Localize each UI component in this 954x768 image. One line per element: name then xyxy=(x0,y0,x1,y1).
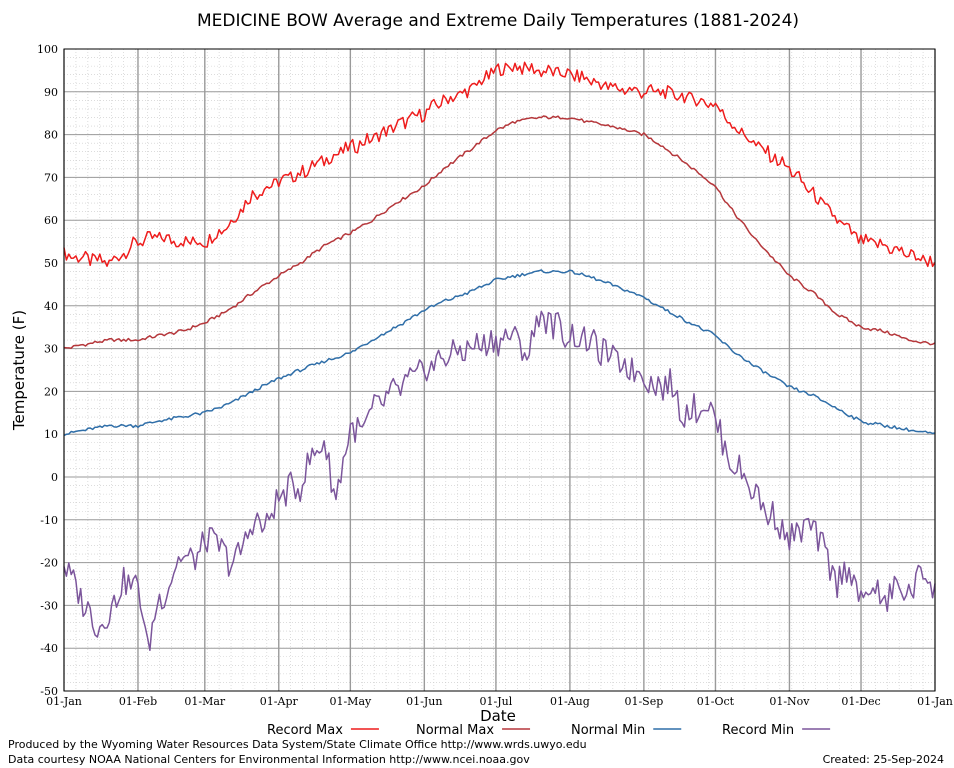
series-line-record-max xyxy=(63,61,936,268)
legend-label: Record Max xyxy=(267,723,343,738)
x-tick-label: 01-May xyxy=(329,695,372,708)
series-layer xyxy=(63,61,936,652)
series-line-normal-min xyxy=(63,269,936,437)
x-tick-label: 01-Sep xyxy=(624,695,663,708)
y-tick-label: 70 xyxy=(44,171,58,184)
series-line-record-min xyxy=(63,310,936,652)
y-tick-label: -20 xyxy=(40,557,58,570)
y-tick-label: 40 xyxy=(44,300,58,313)
x-tick-label: 01-Jan xyxy=(917,695,953,708)
y-tick-label: 30 xyxy=(44,343,58,356)
plot-area xyxy=(64,49,935,691)
y-tick-label: 60 xyxy=(44,214,58,227)
y-axis-title: Temperature (F) xyxy=(10,310,28,431)
x-axis-ticks: 01-Jan 01-Feb 01-Mar 01-Apr 01-May 01-Jun 01-J… xyxy=(46,695,953,708)
legend-label: Normal Min xyxy=(571,723,645,738)
series-line-normal-max xyxy=(63,115,936,349)
x-tick-label: 01-Jun xyxy=(406,695,442,708)
y-tick-label: 10 xyxy=(44,428,58,441)
y-tick-label: -50 xyxy=(40,685,58,698)
y-tick-label: 90 xyxy=(44,86,58,99)
x-tick-label: 01-Aug xyxy=(550,695,590,708)
y-tick-label: -40 xyxy=(40,642,58,655)
legend-label: Normal Max xyxy=(416,723,494,738)
x-tick-label: 01-Feb xyxy=(119,695,157,708)
legend: Record Max Normal Max Normal Min Record Min xyxy=(267,723,831,738)
footer-data-courtesy: Data courtesy NOAA National Centers for … xyxy=(8,753,530,766)
y-tick-label: 100 xyxy=(37,43,58,56)
x-tick-label: 01-Jan xyxy=(46,695,82,708)
y-tick-label: 20 xyxy=(44,385,58,398)
chart-title: MEDICINE BOW Average and Extreme Daily T… xyxy=(197,11,799,31)
y-tick-label: -10 xyxy=(40,514,58,527)
x-tick-label: 01-Dec xyxy=(841,695,880,708)
y-tick-label: 80 xyxy=(44,129,58,142)
x-axis-title: Date xyxy=(480,707,516,725)
x-tick-label: 01-Jul xyxy=(480,695,513,708)
plot-border xyxy=(63,48,936,692)
legend-label: Record Min xyxy=(722,723,794,738)
y-tick-label: 50 xyxy=(44,257,58,270)
x-tick-label: 01-Nov xyxy=(769,695,810,708)
x-tick-label: 01-Oct xyxy=(697,695,735,708)
footer-created: Created: 25-Sep-2024 xyxy=(822,753,944,766)
y-tick-label: -30 xyxy=(40,599,58,612)
x-tick-label: 01-Mar xyxy=(184,695,226,708)
y-tick-label: 0 xyxy=(51,471,58,484)
x-tick-label: 01-Apr xyxy=(260,695,299,708)
footer-produced-by: Produced by the Wyoming Water Resources … xyxy=(8,738,587,751)
